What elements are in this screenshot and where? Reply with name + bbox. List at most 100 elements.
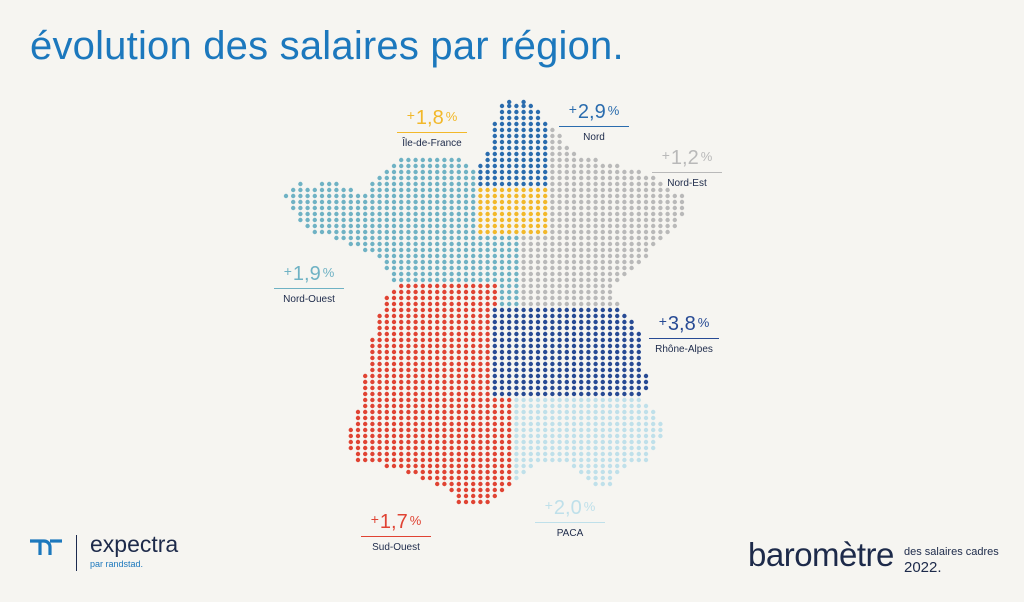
map-dot-sud-ouest — [377, 385, 382, 391]
map-dot-nord-est — [636, 211, 641, 217]
map-dot-nord — [521, 99, 526, 105]
map-dot-rhone-alpes — [571, 313, 577, 319]
map-dot-ile-de-france — [528, 205, 533, 211]
map-dot-sud-ouest — [420, 349, 425, 355]
map-dot-sud-ouest — [435, 421, 440, 427]
map-dot-nord-est — [600, 301, 605, 307]
map-dot-nord-ouest — [377, 193, 382, 199]
map-dot-paca — [629, 439, 634, 445]
map-dot-nord-ouest — [341, 217, 346, 223]
map-dot-ile-de-france — [499, 211, 505, 217]
map-dot-nord-est — [643, 241, 649, 247]
map-dot-sud-ouest — [456, 397, 461, 403]
map-dot-nord — [535, 145, 541, 151]
map-dot-paca — [571, 403, 577, 409]
map-dot-nord-ouest — [492, 241, 497, 247]
map-dot-sud-ouest — [420, 433, 425, 439]
map-dot-nord-est — [571, 199, 577, 205]
map-dot-rhone-alpes — [579, 373, 584, 379]
map-dot-nord-ouest — [413, 205, 418, 211]
map-dot-nord-ouest — [355, 241, 361, 247]
map-dot-sud-ouest — [463, 487, 469, 493]
map-dot-nord-est — [600, 205, 605, 211]
map-dot-sud-ouest — [478, 289, 483, 295]
map-dot-paca — [543, 409, 548, 415]
map-dot-rhone-alpes — [521, 331, 526, 337]
map-dot-nord-ouest — [514, 301, 519, 307]
map-dot-sud-ouest — [463, 403, 469, 409]
map-dot-paca — [528, 409, 533, 415]
map-dot-rhone-alpes — [535, 361, 541, 367]
map-dot-sud-ouest — [427, 343, 433, 349]
map-dot-paca — [615, 445, 620, 451]
map-dot-nord-est — [615, 193, 620, 199]
map-dot-nord-est — [586, 211, 591, 217]
map-dot-sud-ouest — [384, 433, 389, 439]
map-dot-sud-ouest — [370, 361, 375, 367]
map-dot-sud-ouest — [449, 433, 454, 439]
map-dot-sud-ouest — [485, 403, 490, 409]
map-dot-nord-est — [593, 157, 598, 163]
map-dot-nord — [543, 133, 548, 139]
map-dot-rhone-alpes — [579, 325, 584, 331]
map-dot-paca — [651, 445, 656, 451]
map-dot-paca — [521, 427, 526, 433]
map-dot-sud-ouest — [485, 355, 490, 361]
map-dot-nord-est — [672, 199, 677, 205]
map-dot-nord-ouest — [507, 241, 512, 247]
map-dot-paca — [528, 457, 533, 463]
map-dot-sud-ouest — [478, 349, 483, 355]
map-dot-nord-ouest — [449, 169, 454, 175]
map-dot-nord-ouest — [463, 247, 469, 253]
map-dot-sud-ouest — [492, 409, 497, 415]
map-dot-sud-ouest — [363, 385, 368, 391]
map-dot-nord-est — [557, 283, 562, 289]
map-dot-nord — [521, 103, 526, 109]
map-dot-nord-est — [593, 205, 598, 211]
map-dot-sud-ouest — [471, 307, 476, 313]
map-dot-sud-ouest — [420, 361, 425, 367]
map-dot-rhone-alpes — [535, 331, 541, 337]
map-dot-nord-est — [579, 259, 584, 265]
map-dot-nord-ouest — [377, 187, 382, 193]
map-dot-nord-est — [651, 241, 656, 247]
map-dot-nord-ouest — [420, 193, 425, 199]
map-dot-rhone-alpes — [571, 367, 577, 373]
map-dot-sud-ouest — [427, 319, 433, 325]
map-dot-sud-ouest — [485, 475, 490, 481]
map-dot-nord-est — [615, 223, 620, 229]
map-dot-sud-ouest — [485, 469, 490, 475]
map-dot-sud-ouest — [413, 421, 418, 427]
map-dot-nord-est — [607, 289, 613, 295]
map-dot-nord-ouest — [327, 217, 332, 223]
map-dot-rhone-alpes — [593, 319, 598, 325]
map-dot-rhone-alpes — [615, 349, 620, 355]
map-dot-sud-ouest — [420, 289, 425, 295]
map-dot-rhone-alpes — [543, 313, 548, 319]
map-dot-sud-ouest — [485, 313, 490, 319]
map-dot-sud-ouest — [413, 373, 418, 379]
map-dot-sud-ouest — [507, 403, 512, 409]
map-dot-sud-ouest — [399, 403, 404, 409]
map-dot-nord-est — [629, 193, 634, 199]
map-dot-nord-est — [607, 163, 613, 169]
map-dot-sud-ouest — [449, 307, 454, 313]
map-dot-nord-est — [557, 277, 562, 283]
map-dot-sud-ouest — [492, 487, 497, 493]
map-dot-nord-est — [593, 247, 598, 253]
map-dot-sud-ouest — [449, 469, 454, 475]
map-dot-nord-ouest — [514, 289, 519, 295]
map-dot-ile-de-france — [492, 187, 497, 193]
map-dot-ile-de-france — [535, 229, 541, 235]
map-dot-nord-ouest — [442, 223, 447, 229]
map-dot-nord-ouest — [348, 205, 353, 211]
map-dot-nord-est — [557, 289, 562, 295]
map-dot-sud-ouest — [485, 379, 490, 385]
map-dot-nord — [507, 133, 512, 139]
map-dot-ile-de-france — [543, 229, 548, 235]
map-dot-sud-ouest — [377, 367, 382, 373]
map-dot-nord-ouest — [478, 235, 483, 241]
map-dot-rhone-alpes — [492, 367, 497, 373]
map-dot-sud-ouest — [499, 469, 505, 475]
map-dot-sud-ouest — [420, 439, 425, 445]
